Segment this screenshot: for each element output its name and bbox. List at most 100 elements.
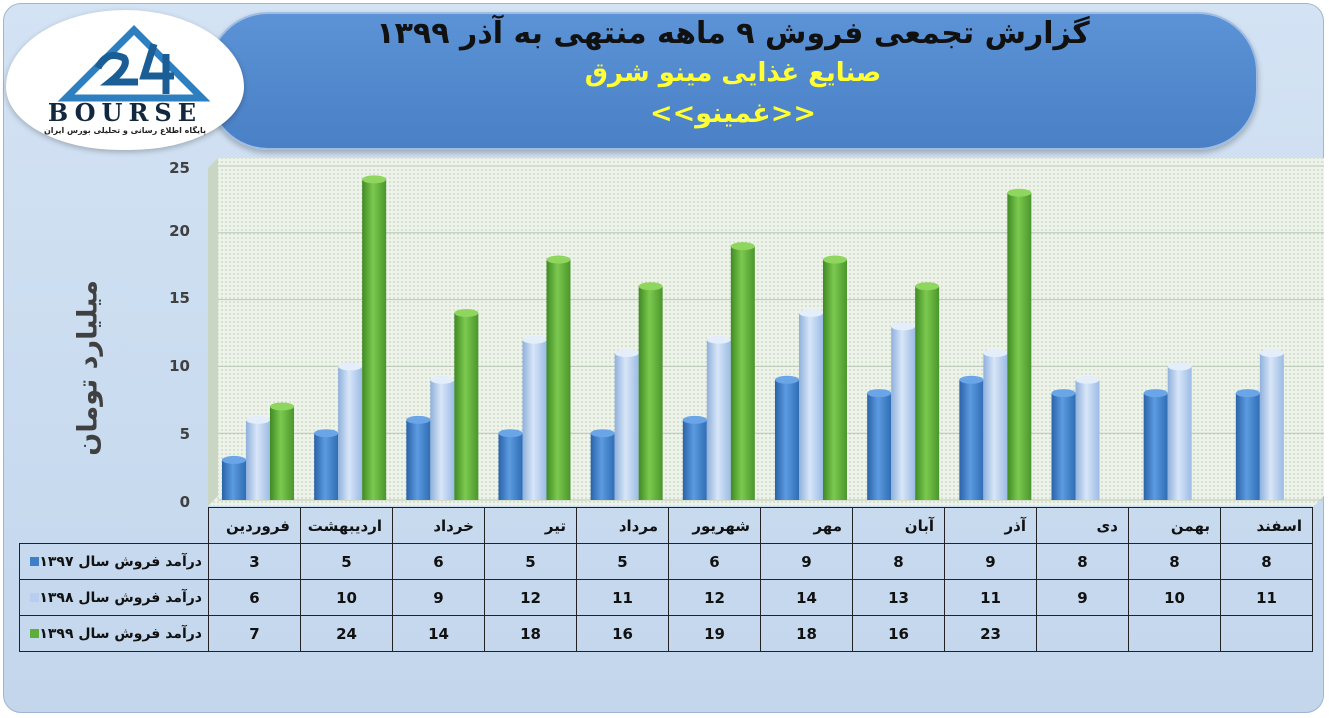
logo	[6, 10, 244, 150]
bar	[959, 375, 984, 500]
bar	[1235, 389, 1260, 500]
plot-wall	[208, 158, 1324, 506]
data-label: 9	[392, 579, 485, 616]
bar	[775, 375, 799, 500]
bar	[522, 335, 547, 500]
y-tick-label: 0	[179, 493, 190, 511]
category-label: بهمن	[1128, 507, 1221, 544]
data-label: 9	[1036, 579, 1129, 616]
legend-label: درآمد فروش سال ۱۳۹۷	[39, 553, 202, 570]
data-label: 5	[576, 543, 669, 580]
data-label: 8	[852, 543, 945, 580]
bar	[823, 255, 847, 500]
data-label: 7	[208, 615, 301, 652]
y-tick-label: 25	[169, 159, 190, 177]
data-label: 9	[944, 543, 1037, 580]
bar	[222, 455, 246, 500]
bar	[1143, 389, 1168, 500]
data-label: 5	[300, 543, 393, 580]
data-label: 6	[668, 543, 761, 580]
ticker-symbol: <<غمینو>>	[649, 98, 816, 129]
data-label: 6	[392, 543, 485, 580]
bar	[1259, 349, 1284, 500]
table-header-row: فروردین اردیبهشت خرداد تیر مرداد شهریور …	[20, 507, 1313, 544]
bar	[270, 402, 294, 500]
category-label: فروردین	[208, 507, 301, 544]
bar	[682, 415, 707, 500]
category-label: آذر	[944, 507, 1037, 544]
data-label: 12	[484, 579, 577, 616]
title-banner	[208, 12, 1258, 150]
category-label: خرداد	[392, 507, 485, 544]
bar	[867, 389, 892, 500]
logo-tagline: پایگاه اطلاع رسانی و تحلیلی بورس ایران	[43, 126, 207, 135]
legend-swatch	[30, 593, 40, 602]
bar	[454, 308, 479, 500]
data-label: 19	[668, 615, 761, 652]
legend-label: درآمد فروش سال ۱۳۹۸	[39, 589, 202, 606]
data-label: 16	[576, 615, 669, 652]
bar	[1167, 362, 1192, 500]
legend-entry: درآمد فروش سال ۱۳۹۹	[19, 615, 209, 652]
bars	[222, 175, 1284, 501]
bar	[1007, 188, 1032, 500]
table-row: درآمد فروش سال ۱۳۹۷ 3 5 6 5 5 6 9 8 9 8 …	[19, 543, 1313, 580]
bar	[406, 415, 431, 500]
category-label: اردیبهشت	[300, 507, 393, 544]
y-tick-label: 5	[179, 425, 190, 443]
bar	[730, 242, 755, 500]
y-tick-label: 20	[169, 222, 190, 240]
data-label: 11	[944, 579, 1037, 616]
bar	[430, 375, 455, 500]
data-label: 9	[760, 543, 853, 580]
bar	[1075, 375, 1100, 500]
data-label: 13	[852, 579, 945, 616]
data-label: 10	[1128, 579, 1221, 616]
category-label: تیر	[484, 507, 577, 544]
category-label: آبان	[852, 507, 945, 544]
data-label: 6	[208, 579, 301, 616]
data-label: 23	[944, 615, 1037, 652]
bar	[706, 335, 731, 500]
company-name: صنایع غذایی مینو شرق	[584, 58, 882, 88]
bourse-logo-icon	[57, 25, 211, 102]
bar	[338, 362, 363, 500]
table-row: درآمد فروش سال ۱۳۹۸ 6 10 9 12 11 12 14 1…	[19, 579, 1313, 616]
data-label: 14	[392, 615, 485, 652]
y-tick-label: 10	[169, 357, 190, 375]
legend-entry: درآمد فروش سال ۱۳۹۷	[19, 543, 209, 580]
bar	[891, 322, 916, 500]
chart-title: گزارش تجمعی فروش ۹ ماهه منتهی به آذر ۱۳۹…	[376, 16, 1090, 51]
data-label: 8	[1036, 543, 1129, 580]
bar	[915, 282, 940, 500]
category-label: مهر	[760, 507, 853, 544]
table-row: درآمد فروش سال ۱۳۹۹ 7 24 14 18 16 19 18 …	[19, 615, 1313, 652]
legend-entry: درآمد فروش سال ۱۳۹۸	[19, 579, 209, 616]
data-label: 10	[300, 579, 393, 616]
bar	[362, 175, 387, 501]
data-label: 24	[300, 615, 393, 652]
bar	[983, 349, 1008, 500]
bar	[246, 415, 270, 500]
data-table: فروردین اردیبهشت خرداد تیر مرداد شهریور …	[19, 507, 1313, 652]
bar	[590, 429, 615, 500]
category-label: دی	[1036, 507, 1129, 544]
legend-label: درآمد فروش سال ۱۳۹۹	[39, 625, 202, 642]
gridlines	[218, 165, 1324, 501]
bar	[498, 429, 523, 500]
category-label: مرداد	[576, 507, 669, 544]
data-label: 14	[760, 579, 853, 616]
data-label	[1036, 615, 1129, 652]
data-label: 8	[1220, 543, 1313, 580]
data-label: 11	[1220, 579, 1313, 616]
bar	[799, 308, 823, 500]
bar	[314, 429, 339, 500]
plot-side-wall	[208, 158, 218, 506]
category-label: اسفند	[1220, 507, 1313, 544]
data-label: 16	[852, 615, 945, 652]
bar	[1051, 389, 1076, 500]
data-label: 5	[484, 543, 577, 580]
bar	[546, 255, 571, 500]
data-label	[1128, 615, 1221, 652]
